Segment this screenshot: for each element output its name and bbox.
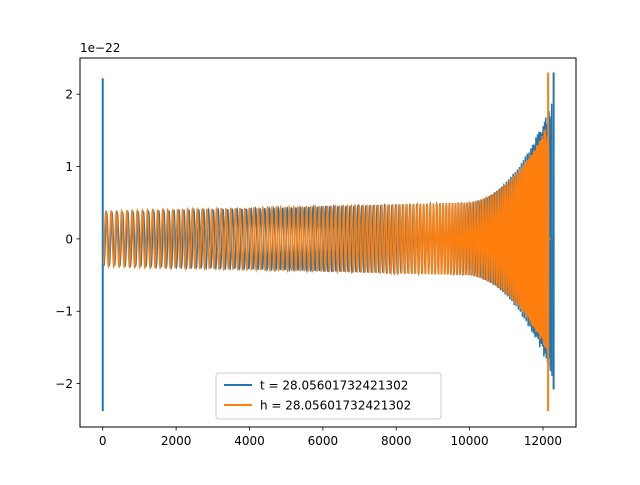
x-axis: 0 2000 4000 6000 8000 10000 12000 (99, 427, 562, 448)
series-layer (101, 72, 555, 412)
x-tick-label: 0 (99, 434, 107, 448)
y-offset-label: 1e−22 (80, 41, 120, 55)
y-tick-label: −2 (55, 377, 73, 391)
legend-label: h = 28.05601732421302 (260, 399, 411, 413)
legend-box (215, 372, 442, 420)
y-tick-label: −1 (55, 305, 73, 319)
x-tick-label: 4000 (234, 434, 265, 448)
y-tick-label: 0 (65, 232, 73, 246)
y-tick-label: 1 (65, 160, 73, 174)
y-tick-label: 2 (65, 88, 73, 102)
x-tick-label: 8000 (381, 434, 412, 448)
x-tick-label: 10000 (451, 434, 489, 448)
series-1-line (102, 129, 550, 353)
legend: t = 28.05601732421302 h = 28.056017324213… (215, 372, 442, 420)
x-tick-label: 2000 (161, 434, 192, 448)
legend-label: t = 28.05601732421302 (260, 379, 408, 393)
y-axis: −2 −1 0 1 2 (55, 88, 80, 391)
x-tick-label: 6000 (308, 434, 339, 448)
plot-frame (79, 57, 577, 428)
x-tick-label: 12000 (524, 434, 562, 448)
